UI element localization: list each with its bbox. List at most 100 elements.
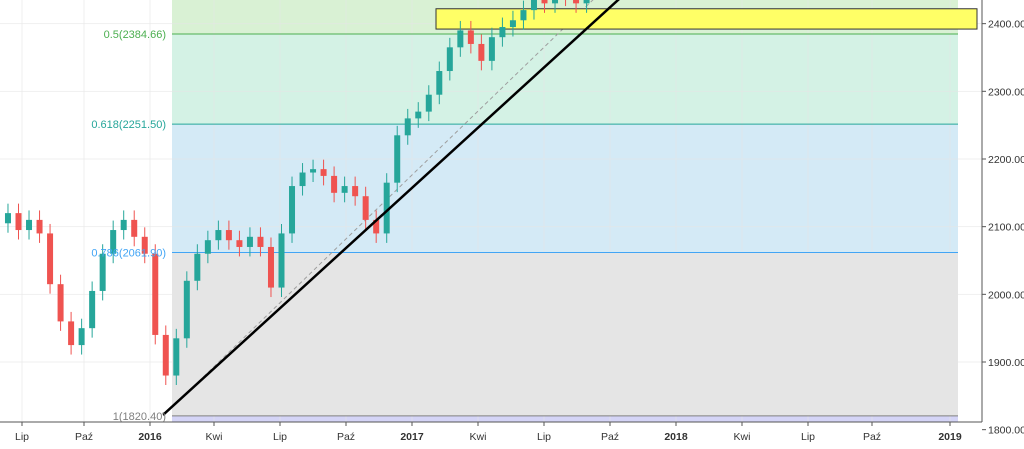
price-tick-label-7: 2200.00 bbox=[988, 154, 1024, 166]
fibonacci-zones bbox=[172, 0, 958, 422]
candle-32 bbox=[341, 176, 348, 203]
fib-zone-5 bbox=[172, 252, 958, 416]
candle-24 bbox=[257, 227, 264, 257]
candle-body bbox=[68, 321, 75, 346]
candle-body bbox=[509, 20, 516, 28]
candle-47 bbox=[499, 17, 506, 47]
time-axis[interactable]: Lip Paź 2016 Kwi Lip Paź 2017 Kwi Lip Paź 2018 Kwi L… bbox=[0, 421, 982, 444]
candle-body bbox=[152, 253, 159, 335]
candle-body bbox=[236, 240, 243, 247]
candle-29 bbox=[310, 159, 317, 182]
time-axis-bg bbox=[0, 422, 982, 444]
candle-body bbox=[573, 0, 580, 4]
candle-31 bbox=[331, 166, 338, 203]
candle-body bbox=[331, 175, 338, 193]
candle-38 bbox=[404, 108, 411, 145]
candle-48 bbox=[509, 10, 516, 37]
candle-8 bbox=[89, 281, 96, 338]
candle-body bbox=[257, 236, 264, 247]
candle-body bbox=[362, 196, 369, 220]
candle-35 bbox=[373, 210, 380, 243]
candle-17 bbox=[183, 271, 190, 348]
candle-body bbox=[183, 280, 190, 339]
candle-body bbox=[78, 328, 85, 346]
candle-40 bbox=[425, 85, 432, 122]
candle-14 bbox=[152, 244, 159, 345]
fib-level-label-3: 0.5(2384.66) bbox=[104, 29, 166, 41]
support-zone-1[interactable] bbox=[435, 8, 978, 30]
candle-52 bbox=[552, 0, 559, 13]
fib-level-label-4: 0.618(2251.50) bbox=[91, 119, 166, 131]
candle-16 bbox=[173, 328, 180, 386]
candle-body bbox=[425, 94, 432, 112]
candle-body bbox=[267, 246, 274, 288]
time-tick-label-7: Kwi bbox=[470, 431, 487, 443]
candle-55 bbox=[583, 0, 590, 13]
price-tick-label-10: 1900.00 bbox=[988, 357, 1024, 369]
candle-21 bbox=[225, 220, 232, 250]
candle-42 bbox=[446, 37, 453, 81]
candle-body bbox=[436, 71, 443, 95]
candle-body bbox=[289, 186, 296, 234]
candle-10 bbox=[110, 220, 117, 264]
candlesticks bbox=[4, 0, 590, 386]
candle-body bbox=[552, 0, 559, 4]
candle-body bbox=[47, 233, 54, 285]
candle-body bbox=[310, 169, 317, 173]
candle-body bbox=[36, 219, 43, 234]
candle-body bbox=[541, 0, 548, 4]
candle-36 bbox=[383, 173, 390, 243]
fib-zone-bottom bbox=[172, 415, 958, 422]
candle-body bbox=[26, 219, 33, 231]
candle-body bbox=[57, 284, 64, 322]
candle-body bbox=[15, 213, 22, 231]
candle-41 bbox=[436, 61, 443, 105]
candle-49 bbox=[520, 0, 527, 30]
candle-50 bbox=[530, 0, 537, 20]
candle-body bbox=[457, 30, 464, 48]
candle-1 bbox=[15, 203, 22, 240]
candle-body bbox=[204, 240, 211, 254]
candle-body bbox=[320, 169, 327, 176]
candle-15 bbox=[162, 325, 169, 386]
candle-28 bbox=[299, 163, 306, 196]
candle-body bbox=[89, 290, 96, 329]
fib-level-label-6: 1(1820.40) bbox=[113, 411, 166, 423]
candle-body bbox=[520, 10, 527, 21]
candle-body bbox=[352, 186, 359, 197]
candle-2 bbox=[26, 210, 33, 240]
candle-body bbox=[467, 30, 474, 44]
candle-23 bbox=[246, 227, 253, 257]
candle-body bbox=[299, 172, 306, 187]
candle-body bbox=[373, 219, 380, 234]
price-tick-label-9: 2000.00 bbox=[988, 289, 1024, 301]
fibonacci-level-labels: 0(2948.92)0.236(2682.59)0.382(2517.83)0.… bbox=[91, 29, 166, 423]
trend-line-group[interactable] bbox=[162, 0, 913, 416]
trend-line[interactable] bbox=[162, 0, 913, 416]
candle-39 bbox=[415, 102, 422, 128]
candle-9 bbox=[99, 244, 106, 301]
price-tick-label-6: 2300.00 bbox=[988, 86, 1024, 98]
candle-body bbox=[499, 27, 506, 38]
candle-45 bbox=[478, 34, 485, 71]
candle-5 bbox=[57, 274, 64, 331]
time-tick-label-13: Paź bbox=[863, 431, 881, 443]
candle-body bbox=[246, 236, 253, 247]
candle-54 bbox=[573, 0, 580, 13]
support-zones[interactable] bbox=[435, 0, 978, 30]
candle-body bbox=[173, 338, 180, 376]
candle-body bbox=[478, 43, 485, 61]
fibonacci-dashed-line bbox=[162, 0, 594, 417]
candle-body bbox=[194, 253, 201, 281]
candle-body bbox=[341, 186, 348, 193]
fibonacci-level-lines bbox=[172, 33, 958, 417]
candle-body bbox=[415, 111, 422, 119]
candle-body bbox=[215, 230, 222, 241]
candle-body bbox=[530, 0, 537, 11]
price-tick-label-11: 1800.00 bbox=[988, 425, 1024, 437]
time-tick-label-9: Paź bbox=[601, 431, 619, 443]
price-axis-bg bbox=[982, 0, 1024, 444]
candle-body bbox=[488, 37, 495, 61]
